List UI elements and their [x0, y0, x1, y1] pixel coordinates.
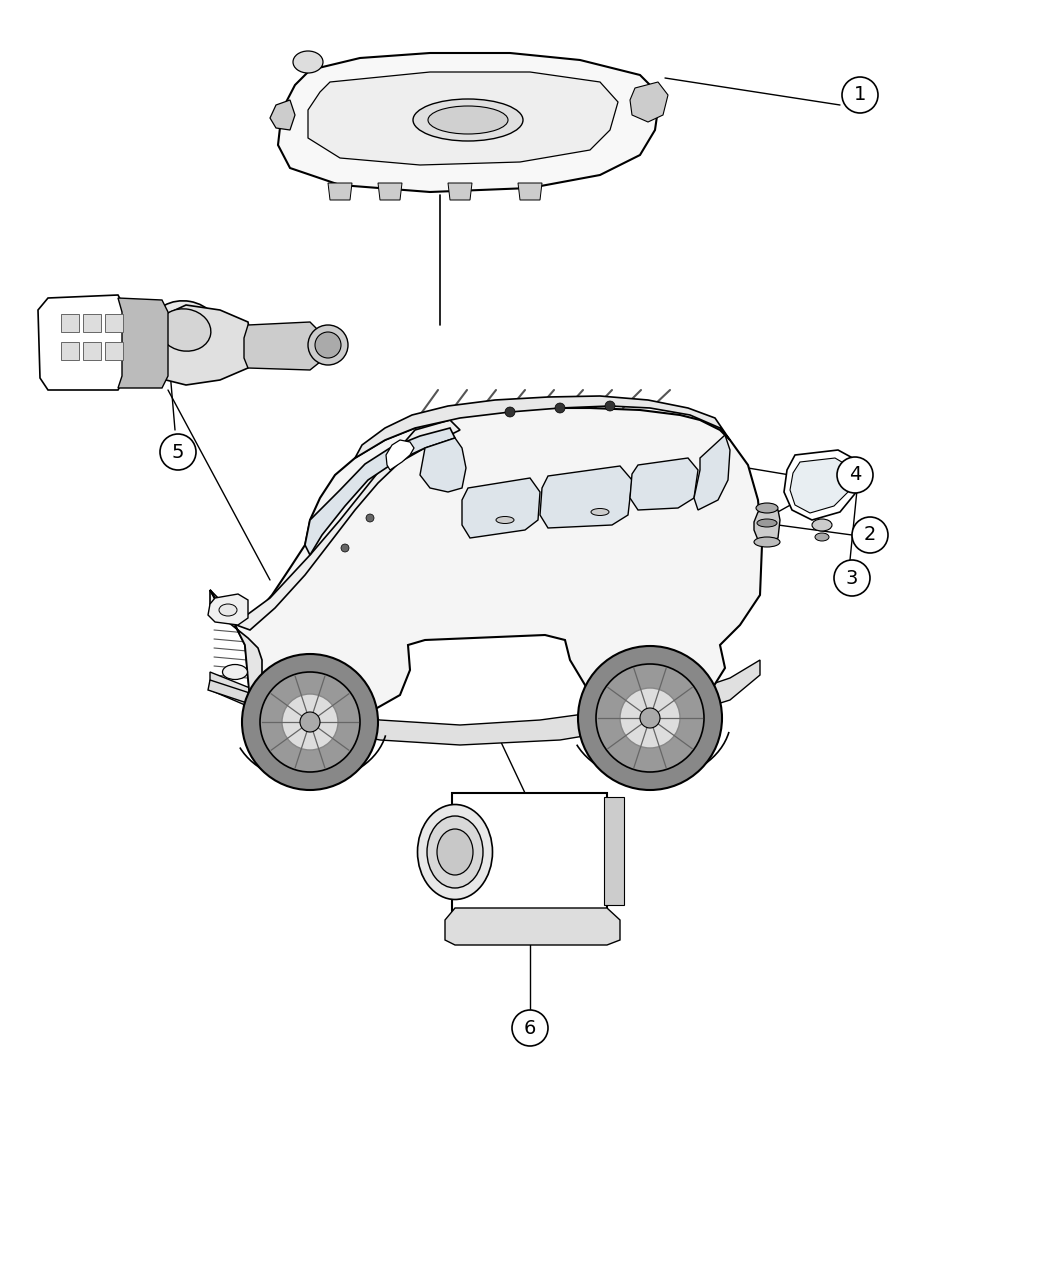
- Circle shape: [512, 1010, 548, 1046]
- Circle shape: [620, 688, 680, 748]
- Polygon shape: [386, 440, 414, 470]
- Ellipse shape: [293, 51, 323, 73]
- Polygon shape: [244, 323, 320, 370]
- Ellipse shape: [756, 504, 778, 513]
- Circle shape: [308, 325, 348, 365]
- Bar: [604, 797, 624, 905]
- Polygon shape: [210, 408, 762, 718]
- Polygon shape: [754, 507, 780, 542]
- Polygon shape: [518, 184, 542, 200]
- FancyBboxPatch shape: [61, 342, 79, 360]
- Circle shape: [555, 403, 565, 413]
- Polygon shape: [445, 908, 620, 945]
- Circle shape: [640, 708, 660, 728]
- Circle shape: [842, 76, 878, 113]
- Text: 1: 1: [854, 85, 866, 105]
- Circle shape: [242, 654, 378, 790]
- Text: 3: 3: [846, 569, 858, 588]
- Circle shape: [852, 516, 888, 553]
- Circle shape: [596, 664, 704, 771]
- Circle shape: [260, 672, 360, 771]
- Ellipse shape: [418, 805, 492, 899]
- Ellipse shape: [757, 519, 777, 527]
- Circle shape: [315, 332, 341, 358]
- Polygon shape: [790, 458, 852, 513]
- Polygon shape: [148, 305, 252, 385]
- Ellipse shape: [428, 106, 508, 134]
- Text: 2: 2: [864, 525, 876, 544]
- Polygon shape: [210, 419, 460, 630]
- Circle shape: [834, 560, 870, 595]
- Text: 6: 6: [524, 1019, 537, 1038]
- Polygon shape: [270, 99, 295, 130]
- Polygon shape: [304, 428, 455, 555]
- Polygon shape: [210, 660, 760, 745]
- Circle shape: [578, 646, 722, 790]
- Polygon shape: [208, 594, 248, 625]
- Polygon shape: [308, 71, 618, 164]
- Ellipse shape: [437, 829, 472, 875]
- Polygon shape: [328, 184, 352, 200]
- Ellipse shape: [219, 604, 237, 616]
- Polygon shape: [462, 478, 540, 538]
- Ellipse shape: [427, 816, 483, 887]
- Circle shape: [605, 402, 615, 411]
- FancyBboxPatch shape: [61, 314, 79, 332]
- Polygon shape: [630, 458, 698, 510]
- Circle shape: [160, 434, 196, 470]
- Circle shape: [300, 711, 320, 732]
- Polygon shape: [278, 54, 660, 193]
- Ellipse shape: [815, 533, 830, 541]
- Ellipse shape: [496, 516, 514, 524]
- Text: 4: 4: [848, 465, 861, 484]
- Polygon shape: [355, 397, 730, 458]
- Polygon shape: [630, 82, 668, 122]
- Ellipse shape: [413, 99, 523, 142]
- FancyBboxPatch shape: [83, 342, 101, 360]
- Ellipse shape: [223, 664, 248, 680]
- Circle shape: [837, 456, 873, 493]
- Polygon shape: [448, 184, 472, 200]
- Ellipse shape: [591, 509, 609, 515]
- FancyBboxPatch shape: [105, 314, 123, 332]
- Ellipse shape: [812, 519, 832, 530]
- Text: 5: 5: [172, 442, 184, 462]
- Polygon shape: [540, 465, 632, 528]
- Polygon shape: [694, 435, 730, 510]
- FancyBboxPatch shape: [105, 342, 123, 360]
- Polygon shape: [420, 439, 466, 492]
- Circle shape: [505, 407, 514, 417]
- Polygon shape: [118, 298, 168, 388]
- Circle shape: [366, 514, 374, 521]
- FancyBboxPatch shape: [83, 314, 101, 332]
- Circle shape: [341, 544, 349, 552]
- Polygon shape: [208, 680, 330, 725]
- Polygon shape: [38, 295, 125, 390]
- Ellipse shape: [754, 537, 780, 547]
- Polygon shape: [378, 184, 402, 200]
- Circle shape: [282, 694, 338, 750]
- Ellipse shape: [150, 301, 219, 360]
- Bar: [452, 793, 607, 912]
- Polygon shape: [210, 590, 262, 700]
- Ellipse shape: [160, 309, 211, 351]
- Polygon shape: [784, 450, 860, 520]
